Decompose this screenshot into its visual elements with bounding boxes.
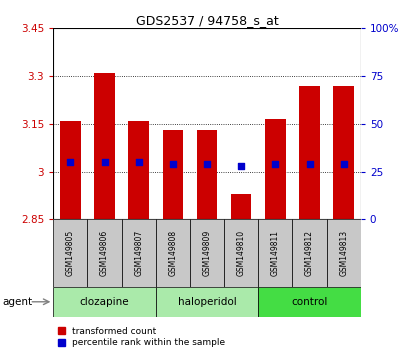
- Legend: transformed count, percentile rank within the sample: transformed count, percentile rank withi…: [58, 327, 225, 347]
- Bar: [265, 119, 285, 219]
- Bar: [189, 219, 224, 287]
- Text: GSM149812: GSM149812: [304, 230, 313, 276]
- Text: control: control: [291, 297, 327, 307]
- Point: [67, 159, 74, 165]
- Text: GSM149808: GSM149808: [168, 230, 177, 276]
- Text: GSM149806: GSM149806: [100, 230, 109, 276]
- Bar: [333, 86, 353, 219]
- Text: GSM149807: GSM149807: [134, 230, 143, 276]
- Text: GSM149809: GSM149809: [202, 230, 211, 276]
- Point: [203, 161, 210, 167]
- Point: [101, 159, 108, 165]
- Bar: [128, 121, 148, 219]
- Bar: [258, 219, 292, 287]
- Text: GSM149810: GSM149810: [236, 230, 245, 276]
- Bar: [60, 121, 81, 219]
- Point: [169, 161, 176, 167]
- Bar: [299, 86, 319, 219]
- Title: GDS2537 / 94758_s_at: GDS2537 / 94758_s_at: [135, 14, 278, 27]
- Text: GSM149813: GSM149813: [338, 230, 347, 276]
- Bar: [155, 219, 189, 287]
- Text: haloperidol: haloperidol: [177, 297, 236, 307]
- Point: [306, 161, 312, 167]
- Bar: [121, 219, 155, 287]
- Bar: [94, 73, 115, 219]
- Text: clozapine: clozapine: [79, 297, 129, 307]
- Point: [272, 161, 278, 167]
- Point: [237, 163, 244, 169]
- Bar: [230, 194, 251, 219]
- Bar: [224, 219, 258, 287]
- Bar: [53, 287, 155, 317]
- Bar: [326, 219, 360, 287]
- Point: [135, 159, 142, 165]
- Bar: [162, 130, 183, 219]
- Bar: [196, 130, 217, 219]
- Bar: [258, 287, 360, 317]
- Bar: [87, 219, 121, 287]
- Text: agent: agent: [2, 297, 32, 307]
- Bar: [53, 219, 87, 287]
- Text: GSM149811: GSM149811: [270, 230, 279, 276]
- Text: GSM149805: GSM149805: [66, 230, 75, 276]
- Bar: [155, 287, 258, 317]
- Bar: [292, 219, 326, 287]
- Point: [339, 161, 346, 167]
